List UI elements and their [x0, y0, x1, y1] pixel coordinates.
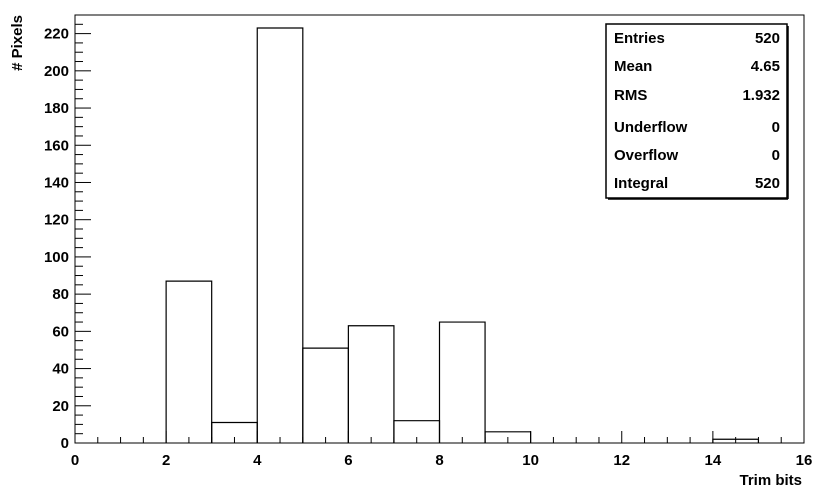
y-tick-label: 80 — [52, 286, 69, 303]
stats-value-rms: 1.932 — [742, 87, 780, 104]
histogram-bin — [165, 280, 213, 443]
stats-label-rms: RMS — [614, 87, 647, 104]
histogram-bin — [256, 27, 304, 443]
y-axis-title: # Pixels — [9, 15, 26, 71]
stats-value-mean: 4.65 — [751, 58, 780, 75]
stats-label-mean: Mean — [614, 58, 652, 75]
stats-value-entries: 520 — [755, 30, 780, 47]
y-tick-label: 20 — [52, 398, 69, 415]
x-tick-label: 4 — [253, 452, 262, 469]
x-tick-label: 16 — [796, 452, 813, 469]
y-tick-label: 180 — [44, 100, 69, 117]
x-axis-title: Trim bits — [739, 472, 802, 489]
stats-label-underflow: Underflow — [614, 119, 688, 136]
stats-value-integral: 520 — [755, 175, 780, 192]
y-tick-label: 0 — [61, 435, 69, 452]
y-tick-label: 220 — [44, 26, 69, 43]
y-tick-label: 140 — [44, 174, 69, 191]
stats-label-overflow: Overflow — [614, 147, 679, 164]
stats-label-entries: Entries — [614, 30, 665, 47]
x-tick-label: 8 — [435, 452, 443, 469]
y-tick-label: 100 — [44, 249, 69, 266]
x-tick-label: 14 — [705, 452, 722, 469]
y-tick-label: 40 — [52, 361, 69, 378]
stats-value-overflow: 0 — [772, 147, 780, 164]
x-tick-label: 12 — [613, 452, 630, 469]
histogram-bin — [302, 347, 349, 443]
y-tick-label: 200 — [44, 63, 69, 80]
x-axis: 0 2 4 6 8 10 12 14 16 — [71, 431, 813, 469]
y-tick-label: 120 — [44, 212, 69, 229]
stats-value-underflow: 0 — [772, 119, 780, 136]
x-tick-label: 6 — [344, 452, 352, 469]
stats-label-integral: Integral — [614, 175, 668, 192]
x-tick-label: 0 — [71, 452, 79, 469]
histogram-bin — [438, 321, 486, 443]
x-tick-label: 2 — [162, 452, 170, 469]
x-tick-label: 10 — [522, 452, 539, 469]
y-tick-label: 60 — [52, 323, 69, 340]
stats-box-frame — [605, 23, 788, 199]
histogram-bin — [347, 325, 395, 443]
y-axis: 0 20 40 60 80 100 120 140 160 180 200 220 — [44, 14, 91, 452]
y-tick-label: 160 — [44, 137, 69, 154]
stats-box: Entries 520 Mean 4.65 RMS 1.932 Underflo… — [605, 23, 789, 200]
